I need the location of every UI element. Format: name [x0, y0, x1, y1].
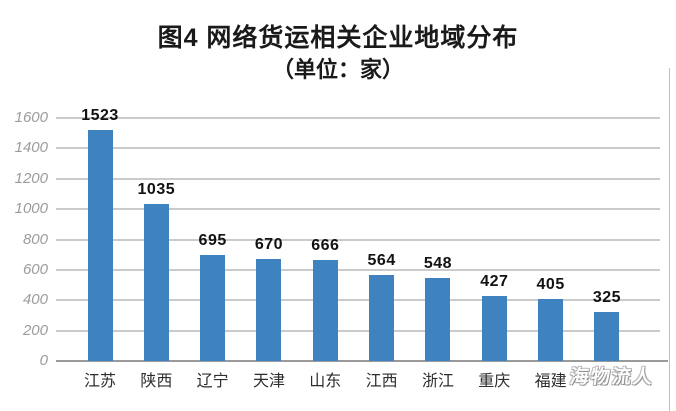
y-tick-label: 1600 — [14, 109, 48, 126]
y-tick-label: 200 — [22, 321, 48, 339]
x-category-label: 江西 — [365, 373, 398, 390]
bar-value-label: 666 — [311, 236, 340, 254]
bar — [481, 296, 507, 361]
y-tick-label: 1000 — [14, 200, 48, 218]
bar-value-label: 405 — [536, 276, 565, 294]
x-category-label: 山东 — [309, 373, 342, 390]
x-category-label: 天津 — [252, 373, 285, 390]
chart-subtitle: （单位：家） — [271, 57, 404, 82]
x-category-label: 陕西 — [140, 373, 173, 390]
y-tick-label: 800 — [22, 230, 48, 248]
bar — [256, 259, 282, 361]
y-tick-label: 0 — [39, 352, 48, 369]
gridline — [56, 208, 660, 211]
bar — [425, 277, 451, 361]
gridline — [56, 117, 660, 119]
y-tick-label: 600 — [22, 260, 48, 278]
bar — [594, 311, 620, 361]
x-axis-line — [56, 360, 668, 362]
bar — [538, 299, 564, 361]
bar — [369, 275, 395, 361]
bar — [143, 203, 169, 361]
bar-value-label: 564 — [367, 252, 396, 270]
x-category-label: 辽宁 — [196, 373, 229, 390]
bar-value-label: 548 — [423, 254, 453, 272]
x-category-label: 浙江 — [421, 373, 454, 390]
bar-value-label: 427 — [480, 273, 509, 291]
y-tick-label: 400 — [22, 291, 48, 309]
gridline — [56, 238, 660, 241]
x-category-label: 重庆 — [478, 373, 511, 390]
gridline — [56, 299, 660, 302]
x-category-label: 福建 — [534, 373, 567, 390]
chart-title: 图4 网络货运相关企业地域分布 — [157, 24, 519, 52]
bar-value-label: 1523 — [81, 106, 119, 124]
gridline — [56, 147, 660, 150]
right-border-line — [669, 68, 670, 411]
gridline — [56, 268, 660, 271]
y-tick-label: 1400 — [14, 139, 48, 157]
bar-value-label: 695 — [198, 232, 227, 250]
bar — [87, 129, 113, 361]
y-tick-label: 1200 — [14, 169, 48, 187]
gridline — [56, 329, 660, 332]
gridline — [56, 177, 660, 180]
x-category-label: 江苏 — [83, 373, 116, 390]
bar-value-label: 670 — [254, 236, 284, 254]
watermark-text: 海物流人 — [568, 367, 655, 388]
bar-value-label: 1035 — [137, 180, 176, 198]
bar — [200, 255, 226, 361]
bar — [312, 259, 338, 361]
bar-value-label: 325 — [592, 288, 622, 306]
